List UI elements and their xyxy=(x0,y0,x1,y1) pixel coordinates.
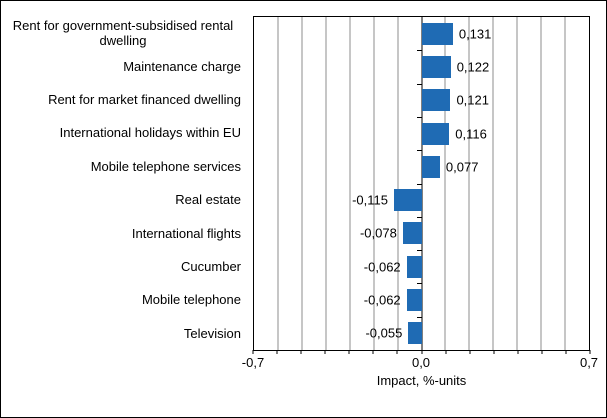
bar-row: -0,115 xyxy=(254,183,589,216)
x-axis-tick xyxy=(252,350,254,354)
zero-axis-tick xyxy=(416,116,422,118)
zero-axis-tick xyxy=(416,250,422,252)
x-axis-tick xyxy=(300,350,302,354)
bar-row: -0,062 xyxy=(254,250,589,283)
bar xyxy=(421,155,440,178)
category-label: Rent for government-subsidised rental dw… xyxy=(12,17,234,48)
zero-axis-tick xyxy=(416,216,422,218)
bar xyxy=(393,189,422,212)
category-label: Real estate xyxy=(175,192,241,208)
value-label: -0,055 xyxy=(365,325,403,341)
x-tick-label-zero: 0,0 xyxy=(411,355,431,370)
x-axis-title: Impact, %-units xyxy=(376,373,467,388)
bar xyxy=(406,255,422,278)
value-label: 0,077 xyxy=(445,159,479,175)
bar xyxy=(402,222,422,245)
gridline xyxy=(492,17,494,350)
value-label: -0,062 xyxy=(363,259,401,275)
value-label: 0,116 xyxy=(455,126,487,142)
zero-axis-line xyxy=(421,17,422,350)
value-label: 0,131 xyxy=(458,26,492,42)
zero-axis-tick xyxy=(416,83,422,85)
zero-axis-tick xyxy=(416,150,422,152)
bar-row: 0,116 xyxy=(254,117,589,150)
x-axis-ticks xyxy=(252,350,591,355)
x-axis-tick xyxy=(421,350,422,354)
x-tick-label-max: 0,7 xyxy=(579,355,599,370)
x-axis-tick xyxy=(493,350,495,354)
plot-rows: 0,131 0,122 0,121 0,116 0,077 -0,115 -0,078 -0,… xyxy=(254,17,589,350)
bar xyxy=(406,289,422,312)
gridline xyxy=(373,17,375,350)
bar xyxy=(421,22,453,45)
bar xyxy=(421,89,451,112)
x-axis-tick xyxy=(324,350,326,354)
value-label: 0,122 xyxy=(456,59,490,75)
x-axis-tick xyxy=(348,350,350,354)
bar-row: -0,078 xyxy=(254,217,589,250)
category-label: International holidays within EU xyxy=(59,125,241,141)
x-tick-label-min: -0,7 xyxy=(241,355,265,370)
value-label: 0,121 xyxy=(456,92,489,108)
zero-axis-tick xyxy=(416,316,422,318)
x-axis-tick xyxy=(372,350,374,354)
x-axis-tick xyxy=(517,350,519,354)
category-label: Television xyxy=(183,325,241,341)
zero-axis-tick xyxy=(416,183,422,185)
bar xyxy=(421,55,451,78)
gridline xyxy=(540,17,542,350)
x-axis-tick xyxy=(276,350,278,354)
gridline xyxy=(468,17,470,350)
gridline xyxy=(325,17,327,350)
bar-row: 0,077 xyxy=(254,150,589,183)
x-axis-tick xyxy=(589,350,591,354)
zero-axis-tick xyxy=(416,50,422,52)
bar xyxy=(421,122,450,145)
category-label: Mobile telephone services xyxy=(90,158,241,174)
bar-row: 0,131 xyxy=(254,17,589,50)
value-label: -0,062 xyxy=(363,292,401,308)
bar-row: 0,122 xyxy=(254,50,589,83)
gridline xyxy=(349,17,351,350)
zero-axis-tick xyxy=(416,283,422,285)
bar-row: -0,062 xyxy=(254,283,589,316)
category-labels: Rent for government-subsidised rental dw… xyxy=(1,16,247,350)
x-axis-tick xyxy=(469,350,471,354)
gridline xyxy=(301,17,303,350)
x-axis-tick xyxy=(396,350,398,354)
bar-row: -0,055 xyxy=(254,317,589,350)
category-label: Cucumber xyxy=(181,259,241,275)
gridline xyxy=(397,17,399,350)
bar-row: 0,121 xyxy=(254,84,589,117)
x-axis-tick xyxy=(565,350,567,354)
value-label: -0,115 xyxy=(352,192,388,208)
plot-area: 0,131 0,122 0,121 0,116 0,077 -0,115 -0,078 -0,… xyxy=(253,16,590,351)
x-axis-tick xyxy=(541,350,543,354)
category-label: International flights xyxy=(131,225,241,241)
bar xyxy=(408,322,422,345)
gridline xyxy=(564,17,566,350)
gridline xyxy=(444,17,446,350)
x-axis-tick xyxy=(445,350,447,354)
value-label: -0,078 xyxy=(359,225,397,241)
category-label: Rent for market financed dwelling xyxy=(48,92,241,108)
category-label: Mobile telephone xyxy=(141,292,241,308)
gridline xyxy=(516,17,518,350)
gridline xyxy=(277,17,279,350)
category-label: Maintenance charge xyxy=(123,58,241,74)
